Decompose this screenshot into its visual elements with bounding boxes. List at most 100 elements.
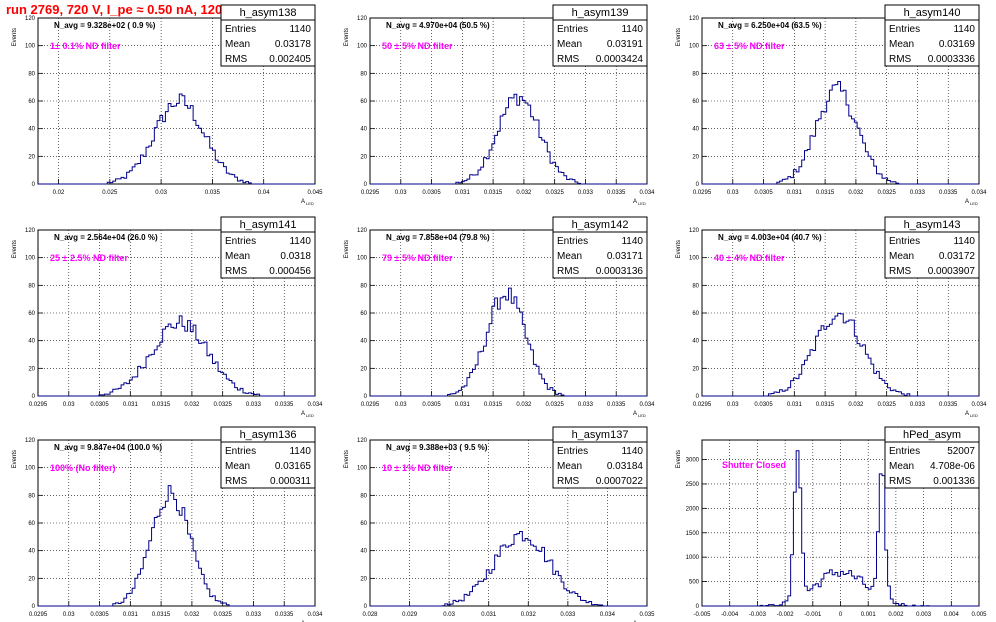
y-tick-label: 20 xyxy=(28,154,35,160)
x-tick-label: 0.032 xyxy=(516,190,532,196)
filter-annotation: 25 ± 2.5% ND filter xyxy=(50,253,128,263)
stats-value: 52007 xyxy=(947,446,975,457)
y-tick-label: 20 xyxy=(360,576,367,582)
y-tick-label: 0 xyxy=(32,182,36,188)
y-tick-label: 2500 xyxy=(686,482,700,488)
stats-label: Entries xyxy=(557,24,588,35)
panel-h_asym140: 0.0295 0.03 0.0305 0.031 0.0315 0.032 0.0325 0.… xyxy=(676,4,987,206)
y-tick-label: 120 xyxy=(689,228,700,234)
histogram-name: h_asym142 xyxy=(572,219,629,231)
x-tick-label: 0.034 xyxy=(600,612,616,618)
x-tick-label: 0.001 xyxy=(861,612,877,618)
x-tick-label: 0.03 xyxy=(443,612,455,618)
stats-label: Entries xyxy=(225,236,256,247)
stats-value: 0.0007022 xyxy=(596,476,644,487)
y-tick-label: 80 xyxy=(28,493,35,499)
x-tick-label: 0.034 xyxy=(307,402,323,408)
stats-label: RMS xyxy=(889,266,912,277)
stats-value: 0.0318 xyxy=(280,251,311,262)
x-tick-label: 0.0315 xyxy=(816,402,835,408)
stats-label: Mean xyxy=(225,251,250,262)
page-title: run 2769, 720 V, I_pe ≈ 0.50 nA, 120 Hz xyxy=(6,2,242,17)
x-tick-label: 0.031 xyxy=(123,402,139,408)
y-axis-label: Events xyxy=(344,450,350,468)
stats-label: Mean xyxy=(557,251,582,262)
y-tick-label: 0 xyxy=(364,604,368,610)
x-tick-label: 0.034 xyxy=(639,190,655,196)
y-tick-label: 120 xyxy=(357,228,368,234)
y-tick-label: 60 xyxy=(360,99,367,105)
y-tick-label: 60 xyxy=(692,99,699,105)
x-tick-label: 0.0335 xyxy=(939,190,958,196)
panel-h_asym138: 0.02 0.025 0.03 0.035 0.04 0.045 0 20 40 60 80 100 1… xyxy=(12,4,323,206)
x-tick-label: 0.0325 xyxy=(545,190,564,196)
x-tick-label: 0.033 xyxy=(578,402,594,408)
stats-label: Entries xyxy=(225,446,256,457)
histogram-series xyxy=(38,93,315,185)
y-tick-label: 100 xyxy=(25,44,36,50)
filter-annotation: 79 ± 5% ND filter xyxy=(382,253,453,263)
x-tick-label: 0.03 xyxy=(155,190,167,196)
x-tick-label: 0.0325 xyxy=(213,402,232,408)
x-tick-label: -0.001 xyxy=(804,612,822,618)
y-tick-label: 60 xyxy=(28,99,35,105)
y-tick-label: 40 xyxy=(360,127,367,133)
stats-box xyxy=(220,216,316,279)
y-tick-label: 80 xyxy=(692,71,699,77)
y-tick-label: 100 xyxy=(357,256,368,262)
filter-annotation: 40 ± 4% ND filter xyxy=(714,253,785,263)
stats-value: 1140 xyxy=(621,236,643,247)
y-tick-label: 0 xyxy=(364,394,368,400)
stats-box xyxy=(552,4,648,67)
y-tick-label: 60 xyxy=(28,311,35,317)
histogram-series xyxy=(38,485,315,607)
x-tick-label: 0.034 xyxy=(639,402,655,408)
filter-annotation: Shutter Closed xyxy=(722,460,786,470)
histogram-name: h_asym137 xyxy=(572,429,629,441)
filter-annotation: 100% (No filter) xyxy=(50,463,116,473)
x-tick-label: 0.0295 xyxy=(693,402,712,408)
navg-label: N_avg = 4.003e+04 (40.7 %) xyxy=(718,233,822,242)
stats-value: 0.000311 xyxy=(270,476,311,487)
stats-box xyxy=(884,426,980,489)
x-axis-label-sub: LED xyxy=(638,201,646,206)
stats-label: Mean xyxy=(557,461,582,472)
stats-box xyxy=(884,4,980,67)
y-axis-label: Events xyxy=(676,240,682,258)
x-tick-label: 0.031 xyxy=(455,402,471,408)
y-tick-label: 80 xyxy=(360,493,367,499)
y-tick-label: 0 xyxy=(696,604,700,610)
y-tick-label: 40 xyxy=(360,339,367,345)
x-tick-label: 0.031 xyxy=(123,612,139,618)
y-tick-label: 20 xyxy=(692,366,699,372)
navg-label: N_avg = 7.858e+04 (79.8 %) xyxy=(386,233,490,242)
x-tick-label: 0.0305 xyxy=(90,402,109,408)
x-tick-label: 0.03 xyxy=(727,190,739,196)
y-tick-label: 100 xyxy=(689,256,700,262)
panel-h_asym141: 0.0295 0.03 0.0305 0.031 0.0315 0.032 0.0325 0.… xyxy=(12,216,323,418)
y-axis-label: Events xyxy=(344,28,350,46)
y-tick-label: 0 xyxy=(32,394,36,400)
stats-value: 0.0003424 xyxy=(596,54,644,65)
panel-h_asym137: 0.028 0.029 0.03 0.031 0.032 0.033 0.034 0.035 0… xyxy=(344,426,655,622)
x-tick-label: 0.0335 xyxy=(607,190,626,196)
y-tick-label: 80 xyxy=(28,71,35,77)
x-tick-label: 0.0335 xyxy=(607,402,626,408)
x-tick-label: 0.004 xyxy=(944,612,960,618)
x-tick-label: 0.0295 xyxy=(361,402,380,408)
y-tick-label: 60 xyxy=(360,311,367,317)
navg-label: N_avg = 9.847e+04 (100.0 %) xyxy=(54,443,162,452)
x-tick-label: 0.032 xyxy=(521,612,537,618)
stats-value: 1140 xyxy=(621,24,643,35)
x-tick-label: 0.002 xyxy=(888,612,904,618)
x-tick-label: 0.003 xyxy=(916,612,932,618)
stats-value: 0.03184 xyxy=(607,461,644,472)
y-tick-label: 1500 xyxy=(686,531,700,537)
x-tick-label: 0 xyxy=(839,612,843,618)
panel-h_asym142: 0.0295 0.03 0.0305 0.031 0.0315 0.032 0.0325 0.… xyxy=(344,216,655,418)
y-axis-label: Events xyxy=(344,240,350,258)
histogram-name: h_asym141 xyxy=(240,219,297,231)
y-tick-label: 40 xyxy=(28,549,35,555)
stats-label: Entries xyxy=(557,446,588,457)
